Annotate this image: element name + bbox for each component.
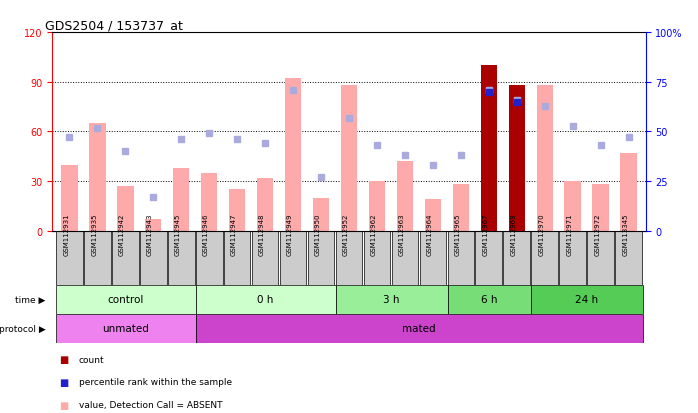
Bar [112, 231, 138, 285]
Text: GSM112964: GSM112964 [427, 213, 433, 255]
Bar [509, 86, 526, 231]
Text: GSM112962: GSM112962 [371, 213, 377, 255]
Text: GSM112968: GSM112968 [511, 213, 517, 255]
Bar [89, 124, 105, 231]
Bar [195, 231, 223, 285]
Bar [514, 91, 519, 231]
Text: 24 h: 24 h [575, 294, 598, 304]
Bar [392, 231, 418, 285]
Text: 0 h: 0 h [257, 294, 273, 304]
Bar [447, 285, 531, 314]
Bar [621, 154, 637, 231]
Bar [537, 86, 554, 231]
Bar [487, 66, 491, 231]
Bar [56, 314, 195, 343]
Text: value, Detection Call = ABSENT: value, Detection Call = ABSENT [79, 400, 223, 409]
Text: GSM112942: GSM112942 [119, 213, 125, 255]
Bar [223, 231, 251, 285]
Bar [117, 187, 133, 231]
Bar [168, 231, 195, 285]
Text: GSM112967: GSM112967 [483, 213, 489, 255]
Bar [503, 231, 530, 285]
Text: GSM112945: GSM112945 [175, 213, 181, 255]
Bar [364, 231, 390, 285]
Text: GSM112947: GSM112947 [231, 213, 237, 255]
Text: ■: ■ [59, 400, 68, 410]
Text: GSM112931: GSM112931 [63, 213, 69, 255]
Text: time ▶: time ▶ [15, 295, 45, 304]
Text: unmated: unmated [102, 323, 149, 333]
Bar [531, 285, 644, 314]
Bar [56, 231, 82, 285]
Bar [369, 182, 385, 231]
Bar [285, 79, 302, 231]
Bar [560, 231, 586, 285]
Bar [424, 200, 441, 231]
Bar [195, 285, 336, 314]
Bar [475, 231, 503, 285]
Bar [195, 314, 644, 343]
Bar [336, 231, 362, 285]
Bar [480, 66, 497, 231]
Text: GSM112935: GSM112935 [91, 213, 97, 255]
Text: GSM113345: GSM113345 [623, 213, 629, 255]
Text: 3 h: 3 h [383, 294, 399, 304]
Text: percentile rank within the sample: percentile rank within the sample [79, 377, 232, 387]
Bar [251, 231, 279, 285]
Bar [172, 169, 189, 231]
Text: GSM112946: GSM112946 [203, 213, 209, 255]
Text: GSM112948: GSM112948 [259, 213, 265, 255]
Bar [588, 231, 614, 285]
Text: GDS2504 / 153737_at: GDS2504 / 153737_at [45, 19, 184, 31]
Bar [140, 231, 167, 285]
Bar [336, 285, 447, 314]
Text: GSM112965: GSM112965 [455, 213, 461, 255]
Text: GSM112970: GSM112970 [539, 213, 545, 255]
Bar [452, 185, 469, 231]
Bar [200, 173, 218, 231]
Bar [593, 185, 609, 231]
Text: GSM112971: GSM112971 [567, 213, 573, 255]
Bar [56, 285, 195, 314]
Bar [396, 162, 413, 231]
Text: mated: mated [402, 323, 436, 333]
Text: ■: ■ [59, 354, 68, 364]
Text: 6 h: 6 h [481, 294, 497, 304]
Text: GSM112963: GSM112963 [399, 213, 405, 255]
Bar [447, 231, 475, 285]
Bar [257, 178, 274, 231]
Text: GSM112952: GSM112952 [343, 213, 349, 255]
Bar [565, 182, 581, 231]
Bar [61, 165, 77, 231]
Bar [616, 231, 642, 285]
Bar [144, 220, 161, 231]
Text: protocol ▶: protocol ▶ [0, 324, 45, 333]
Text: GSM112943: GSM112943 [147, 213, 153, 255]
Text: GSM112949: GSM112949 [287, 213, 293, 255]
Bar [84, 231, 110, 285]
Text: ■: ■ [59, 377, 68, 387]
Bar [308, 231, 334, 285]
Bar [229, 190, 246, 231]
Bar [419, 231, 447, 285]
Text: count: count [79, 355, 105, 364]
Text: GSM112972: GSM112972 [595, 213, 601, 255]
Text: control: control [107, 294, 143, 304]
Bar [341, 86, 357, 231]
Bar [313, 198, 329, 231]
Bar [531, 231, 558, 285]
Text: GSM112950: GSM112950 [315, 213, 321, 255]
Bar [280, 231, 306, 285]
